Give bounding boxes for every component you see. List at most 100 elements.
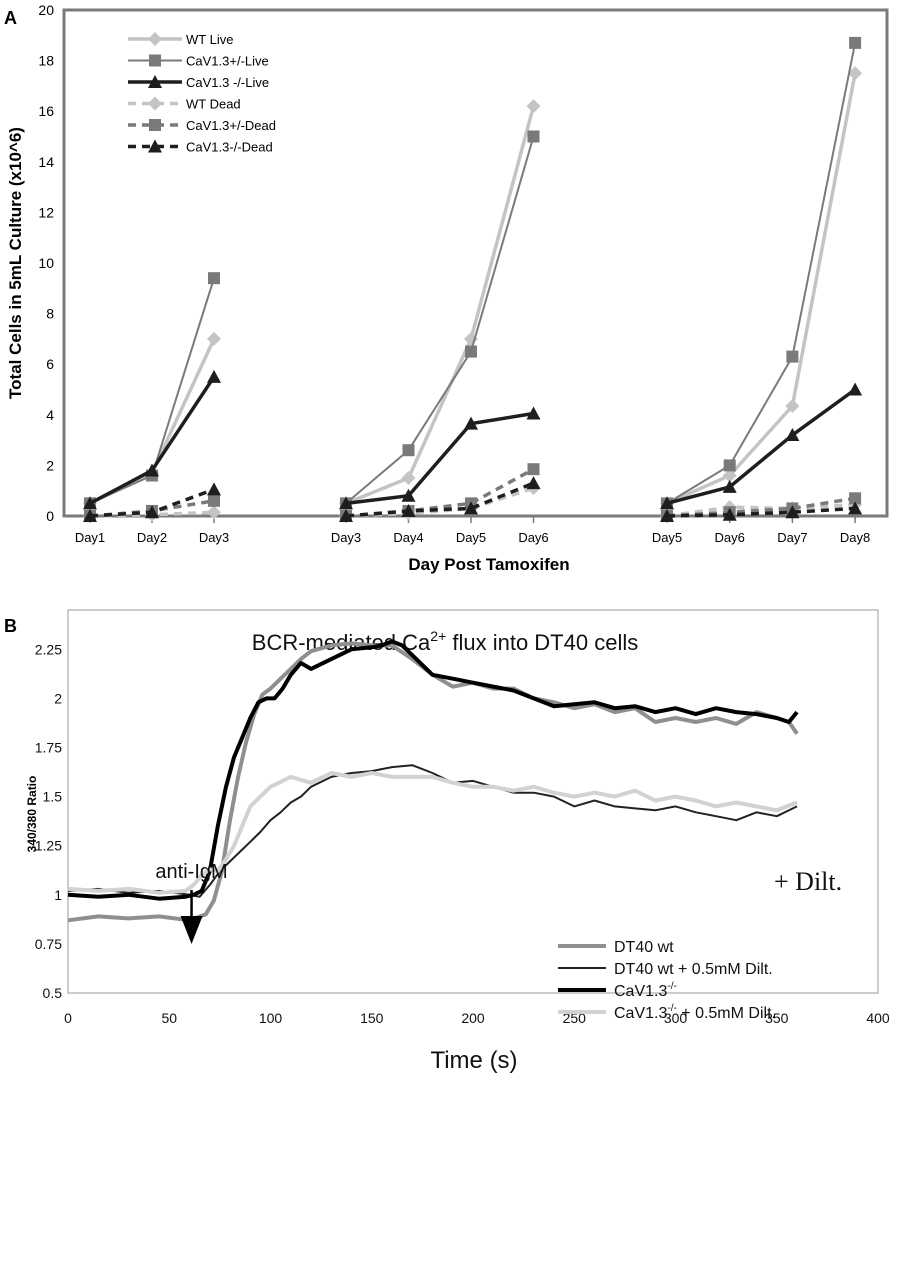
b-legend-label: DT40 wt: [614, 939, 674, 956]
a-point-wt-live: [401, 471, 416, 486]
a-series-line-cav1-3-dead: [345, 481, 535, 518]
b-x-tick-label: 350: [765, 1010, 789, 1026]
a-point-cav1-3-dead: [660, 509, 674, 522]
a-point-cav1-3-dead: [208, 494, 220, 507]
a-point-cav1-3-dead: [785, 505, 800, 519]
a-x-tick-label: Day1: [75, 530, 105, 545]
a-legend-marker: [148, 139, 162, 153]
a-y-tick-label: 2: [46, 457, 54, 473]
b-legend-label-suffix: + 0.5mM Dilt.: [677, 1005, 776, 1022]
a-series-line-wt-live: [345, 105, 536, 505]
panel-b-title-rest: flux into DT40 cells: [446, 630, 638, 655]
a-point-cav1-3-dead: [527, 463, 540, 476]
b-y-tick-label: 0.75: [35, 936, 62, 952]
a-series-line-cav1-3-live: [345, 411, 534, 506]
a-point-cav1-3-dead: [848, 501, 863, 515]
a-y-tick-label: 8: [46, 306, 54, 322]
b-y-tick-label: 1: [54, 887, 62, 903]
panel-b-title: BCR-mediated Ca2+ flux into DT40 cells: [252, 628, 638, 655]
a-legend-label: CaV1.3-/-Dead: [186, 140, 273, 155]
a-legend-label: CaV1.3 -/-Live: [186, 75, 269, 90]
a-point-cav1-3-live: [207, 369, 221, 383]
a-y-tick-label: 18: [38, 53, 54, 69]
a-series-line-cav1-3-live: [666, 388, 857, 506]
b-legend-label: CaV1.3-/- + 0.5mM Dilt.: [614, 1003, 776, 1022]
a-point-cav1-3-live: [527, 130, 540, 143]
a-point-cav1-3-live: [786, 350, 799, 363]
a-legend-label: CaV1.3+/-Live: [186, 54, 269, 69]
a-point-cav1-3-live: [339, 496, 353, 510]
panel-a-y-axis-label: Total Cells in 5mL Culture (x10^6): [6, 127, 25, 399]
b-y-tick-label: 1.75: [35, 739, 62, 755]
a-x-tick-label: Day5: [456, 530, 486, 545]
panel-b-x-axis-label: Time (s): [430, 1047, 517, 1074]
panel-b-label: B: [4, 616, 17, 636]
a-point-cav1-3-dead: [207, 482, 221, 496]
b-x-tick-label: 200: [461, 1010, 485, 1026]
a-y-tick-label: 0: [46, 508, 54, 524]
b-legend-label-text: CaV1.3: [614, 983, 667, 1000]
a-legend-label: WT Dead: [186, 97, 241, 112]
a-legend-marker: [149, 54, 161, 67]
b-y-tick-label: 1.25: [35, 838, 62, 854]
a-series-line-cav1-3-live: [666, 42, 857, 505]
a-point-wt-live: [207, 331, 221, 346]
a-point-cav1-3-live: [785, 428, 800, 442]
b-y-tick-label: 2: [54, 690, 62, 706]
a-legend-marker: [148, 32, 162, 46]
a-x-tick-label: Day3: [199, 530, 229, 545]
anti-igm-arrow-head: [180, 916, 203, 944]
a-point-cav1-3-live: [83, 496, 97, 510]
a-point-cav1-3-live: [526, 406, 541, 420]
b-legend-label: CaV1.3-/-: [614, 981, 677, 1000]
b-legend-label-superscript: -/-: [667, 981, 676, 992]
a-legend-label: CaV1.3+/-Dead: [186, 118, 276, 133]
b-y-tick-label: 1.5: [43, 789, 63, 805]
a-x-tick-label: Day7: [777, 530, 807, 545]
a-legend-marker: [148, 75, 162, 88]
panel-a-x-axis-label: Day Post Tamoxifen: [408, 555, 569, 574]
a-point-wt-live: [526, 99, 541, 114]
a-series-line-wt-dead: [666, 502, 856, 518]
panel-b-y-axis-label: 340/380 Ratio: [25, 776, 39, 853]
a-legend-marker: [148, 96, 162, 111]
a-series-line-wt-live: [666, 72, 857, 505]
dilt-annotation: + Dilt.: [774, 867, 842, 896]
a-x-tick-label: Day2: [137, 530, 167, 545]
a-point-wt-live: [848, 66, 863, 81]
a-point-cav1-3-dead: [722, 507, 737, 521]
anti-igm-annotation: anti-IgM: [155, 861, 227, 883]
a-x-tick-label: Day6: [715, 530, 745, 545]
a-y-tick-label: 16: [38, 103, 54, 119]
a-x-tick-label: Day3: [331, 530, 361, 545]
b-legend-label-superscript: -/-: [667, 1003, 676, 1014]
a-point-cav1-3-live: [848, 382, 863, 396]
a-point-cav1-3-dead: [526, 476, 541, 490]
b-series-line-dt40-wt-0-5mm-dilt: [67, 764, 798, 898]
a-point-cav1-3-live: [849, 36, 862, 49]
a-y-tick-label: 10: [38, 255, 54, 271]
b-series-line-cav1-3-0-5mm-dilt: [67, 771, 798, 895]
b-legend-label-text: DT40 wt: [614, 939, 674, 956]
a-point-cav1-3-dead: [339, 509, 353, 522]
a-x-tick-label: Day4: [393, 530, 423, 545]
b-x-tick-label: 50: [161, 1010, 177, 1026]
b-series-line-cav1-3: [67, 639, 799, 901]
b-x-tick-label: 300: [664, 1010, 688, 1026]
a-y-tick-label: 20: [38, 2, 54, 18]
a-point-cav1-3-dead: [145, 505, 159, 519]
a-point-cav1-3-live: [465, 345, 477, 358]
a-point-cav1-3-dead: [401, 503, 416, 517]
b-legend-label: DT40 wt + 0.5mM Dilt.: [614, 961, 773, 978]
a-x-tick-label: Day8: [840, 530, 870, 545]
a-y-tick-label: 6: [46, 356, 54, 372]
a-series-line-cav1-3-dead: [666, 506, 856, 518]
a-x-tick-label: Day5: [652, 530, 682, 545]
b-y-tick-label: 0.5: [43, 985, 63, 1001]
a-point-wt-dead: [207, 505, 221, 520]
a-point-cav1-3-dead: [849, 492, 862, 505]
a-series-line-cav1-3-live: [345, 136, 535, 505]
a-point-cav1-3-live: [145, 463, 159, 477]
a-x-tick-label: Day6: [518, 530, 548, 545]
a-point-cav1-3-live: [722, 479, 737, 493]
